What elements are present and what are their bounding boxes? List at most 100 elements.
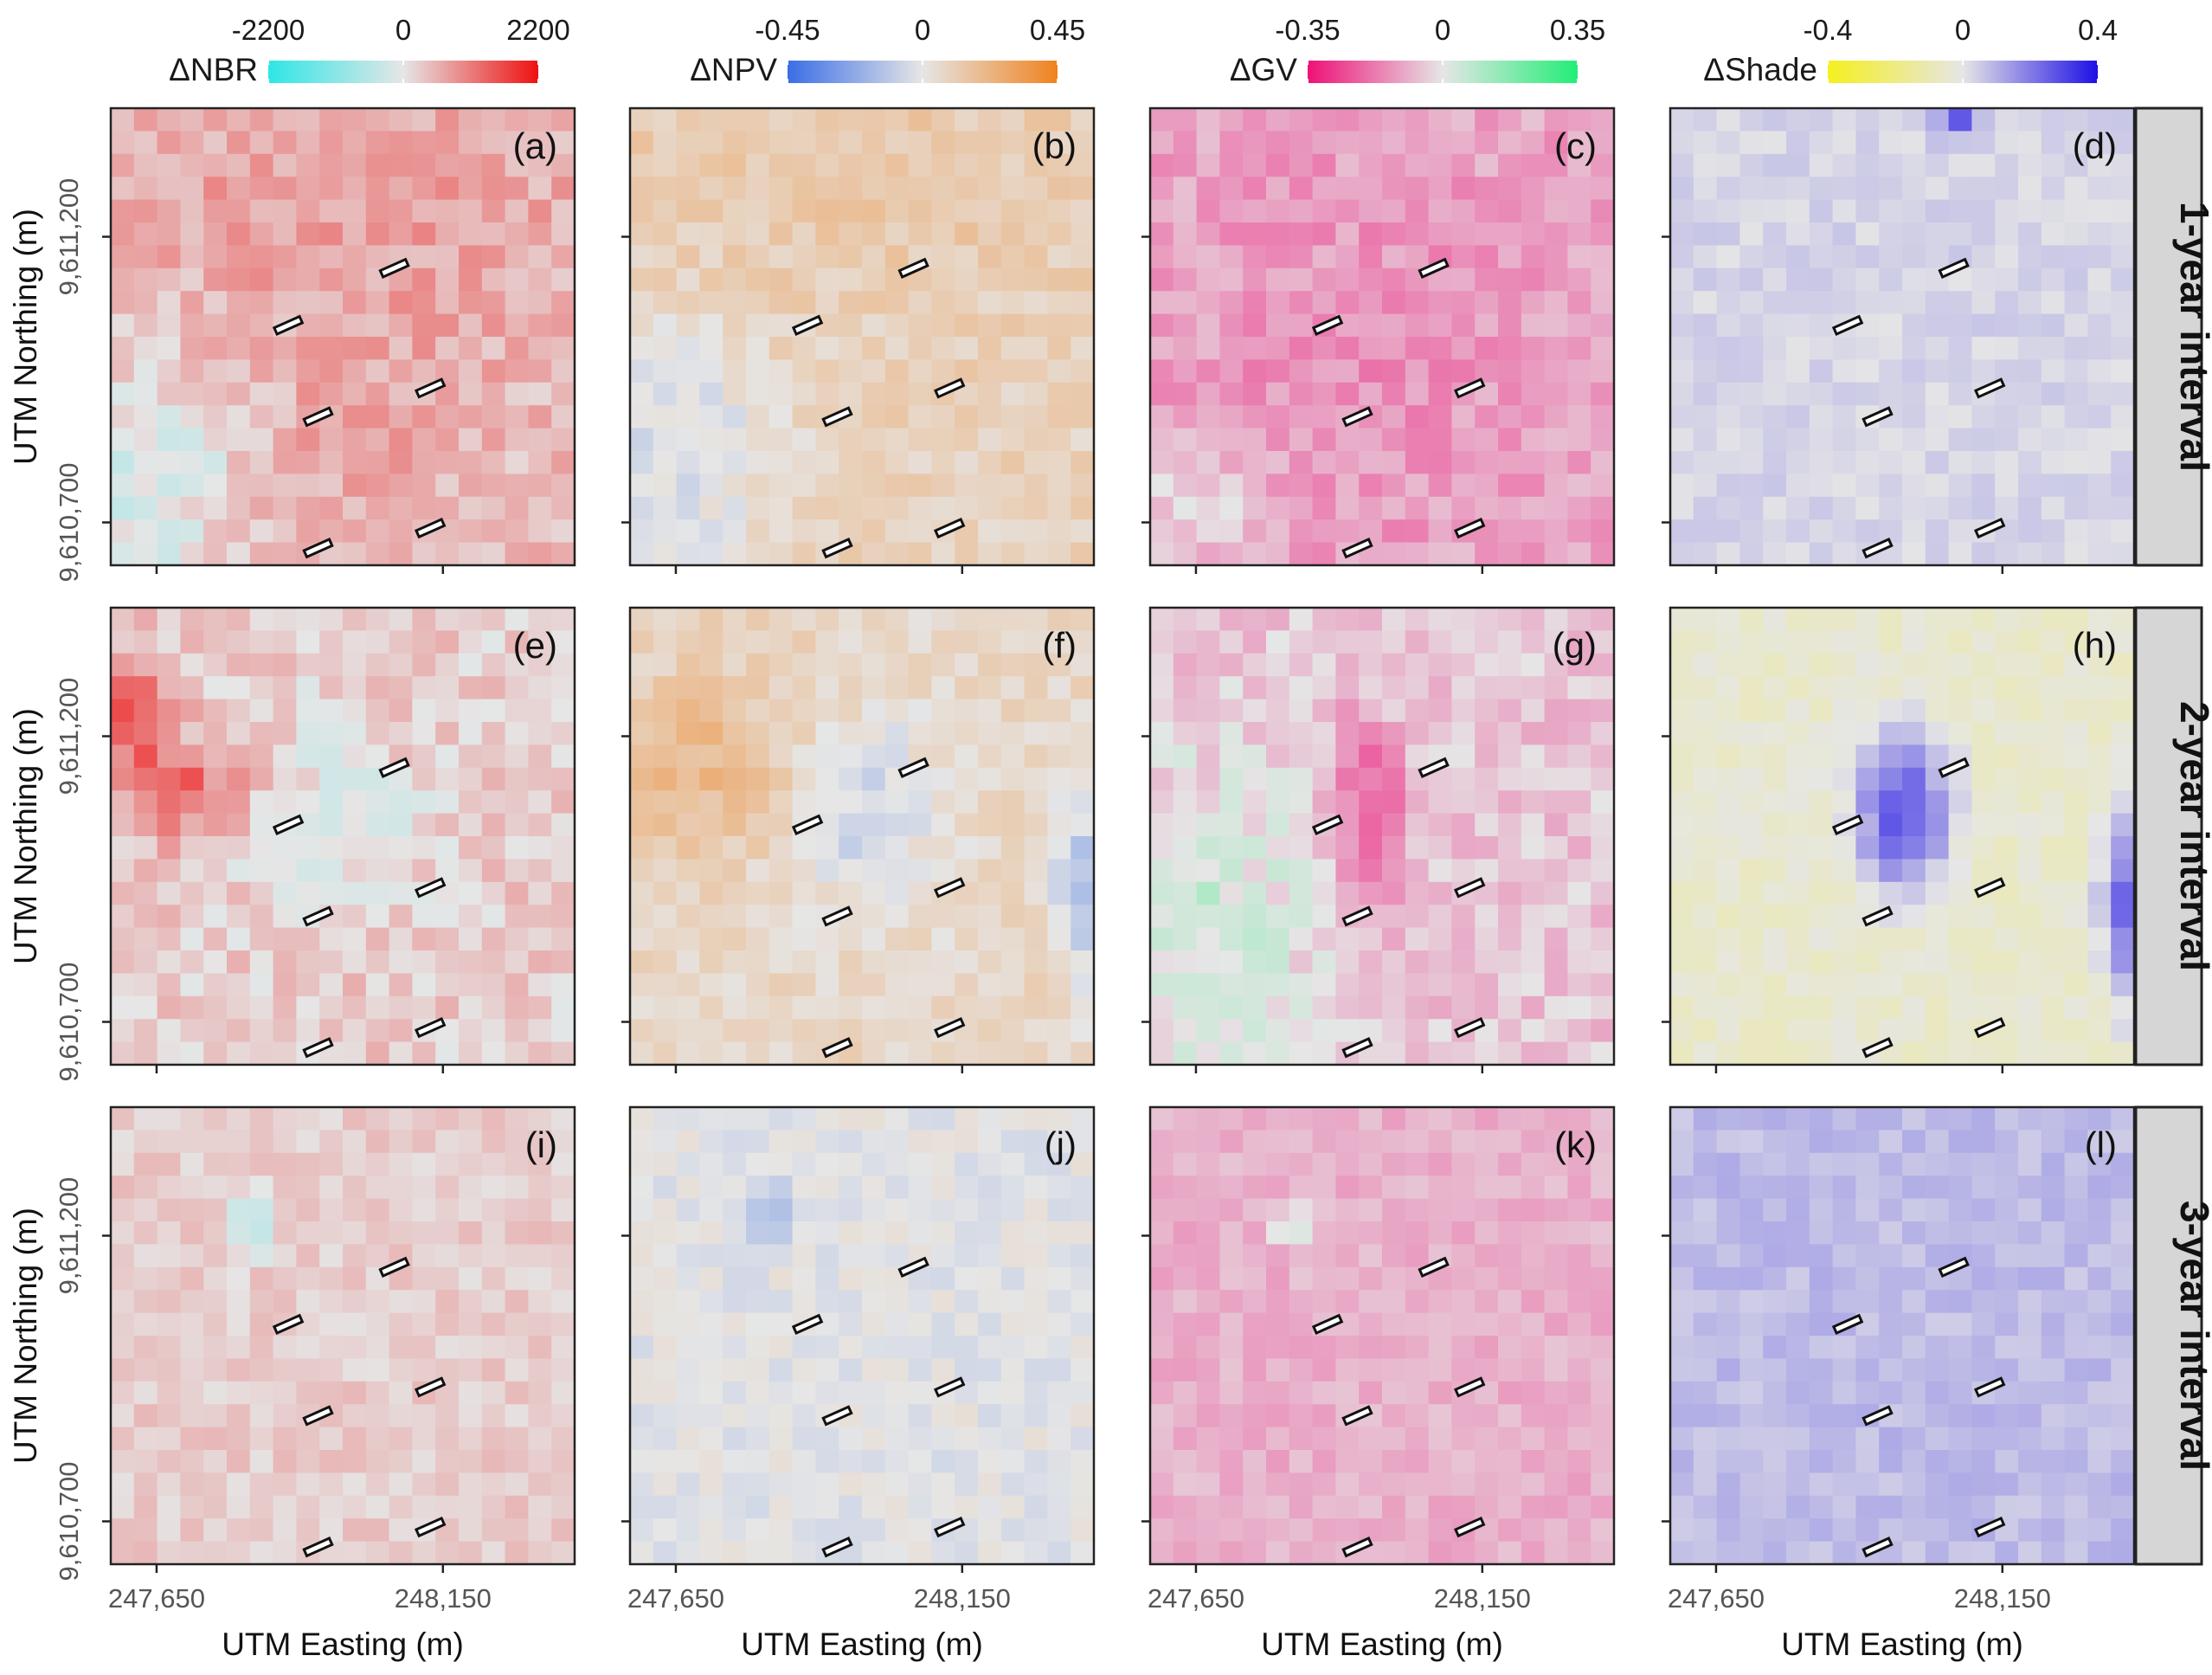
heatmap-cell <box>1902 790 1926 815</box>
heatmap-cell <box>653 405 678 429</box>
heatmap-cell <box>699 905 723 929</box>
heatmap-cell <box>296 630 320 654</box>
heatmap-cell <box>1521 496 1546 520</box>
heatmap-cell <box>459 291 483 315</box>
heatmap-cell <box>792 881 816 905</box>
heatmap-cell <box>203 927 228 951</box>
heatmap-cell <box>2111 222 2135 246</box>
heatmap-cell <box>1832 1221 1856 1245</box>
heatmap-cell <box>1475 199 1499 223</box>
heatmap-cell <box>203 496 228 520</box>
heatmap-cell <box>365 1244 390 1268</box>
heatmap-cell <box>1243 973 1267 997</box>
heatmap-cell <box>249 1358 274 1382</box>
heatmap-cell <box>1498 1290 1522 1314</box>
heatmap-cell <box>528 1381 552 1405</box>
heatmap-cell <box>1335 177 1360 201</box>
heatmap-cell <box>1855 199 1880 223</box>
heatmap-cell <box>319 653 344 677</box>
heatmap-cell <box>2041 1312 2066 1337</box>
heatmap-cell <box>653 199 678 223</box>
heatmap-cell <box>1879 1312 1903 1337</box>
heatmap-cell <box>2111 1041 2135 1066</box>
plot-marker <box>821 1536 853 1558</box>
heatmap-cell <box>1475 1336 1499 1359</box>
heatmap-cell <box>1567 1152 1591 1176</box>
heatmap-cell <box>1763 108 1787 132</box>
heatmap-cell <box>2018 790 2042 815</box>
heatmap-cell <box>630 153 654 177</box>
heatmap-cell <box>1809 1290 1834 1314</box>
heatmap-cell <box>505 1518 529 1543</box>
heatmap-cell <box>1995 1221 2019 1245</box>
heatmap-cell <box>1173 382 1198 406</box>
heatmap-cell <box>862 1450 886 1473</box>
heatmap-cell <box>1544 222 1568 246</box>
heatmap-cell <box>1763 519 1787 544</box>
heatmap-cell <box>1902 995 1926 1020</box>
heatmap-cell <box>227 1130 251 1154</box>
heatmap-cell <box>1405 542 1430 566</box>
heatmap-cell <box>505 496 529 520</box>
heatmap-cell <box>249 291 274 315</box>
heatmap-cell <box>1948 1381 1972 1405</box>
heatmap-cell <box>676 1450 700 1473</box>
heatmap-cell <box>908 1336 932 1359</box>
heatmap-cell <box>978 1427 1002 1451</box>
heatmap-cell <box>908 542 932 566</box>
heatmap-cell <box>2018 519 2042 544</box>
heatmap-cell <box>133 859 158 883</box>
heatmap-cell <box>249 995 274 1020</box>
heatmap-cell <box>1521 676 1546 700</box>
heatmap-cell <box>2041 1336 2066 1359</box>
heatmap-cell <box>1591 382 1615 406</box>
heatmap-cell <box>1521 859 1546 883</box>
heatmap-cell <box>1266 199 1290 223</box>
heatmap-cell <box>955 131 979 155</box>
heatmap-cell <box>955 199 979 223</box>
heatmap-cell <box>2111 177 2135 201</box>
heatmap-cell <box>1544 1198 1568 1222</box>
heatmap-cell <box>676 1518 700 1543</box>
heatmap-cell <box>2018 881 2042 905</box>
heatmap-cell <box>768 1130 794 1154</box>
heatmap-cell <box>2041 836 2066 860</box>
heatmap-cell <box>389 428 413 452</box>
heatmap-cell <box>1693 1336 1718 1359</box>
heatmap-cell <box>1382 1019 1406 1043</box>
heatmap-cell <box>1879 108 1903 132</box>
heatmap-cell <box>884 950 910 974</box>
heatmap-cell <box>528 905 552 929</box>
heatmap-cell <box>481 1336 506 1359</box>
heatmap-cell <box>1071 1198 1095 1222</box>
heatmap-cell <box>908 1198 932 1222</box>
heatmap-cell <box>884 744 910 769</box>
heatmap-cell <box>319 337 344 360</box>
heatmap-cell <box>1196 1130 1220 1154</box>
heatmap-cell <box>1196 1107 1220 1131</box>
heatmap-cell <box>630 1019 654 1043</box>
heatmap-cell <box>249 1198 274 1222</box>
heatmap-cell <box>1047 1198 1071 1222</box>
heatmap-cell <box>1024 676 1048 700</box>
heatmap-cell <box>1243 905 1267 929</box>
heatmap-cell <box>343 1244 367 1268</box>
heatmap-cell <box>1995 1450 2019 1473</box>
heatmap-cell <box>1971 153 1996 177</box>
heatmap-cell <box>1591 1244 1615 1268</box>
heatmap-cell <box>1173 927 1198 951</box>
heatmap-cell <box>1243 337 1267 360</box>
heatmap-cell <box>1289 267 1314 292</box>
heatmap-cell <box>676 245 700 269</box>
heatmap-cell <box>931 995 955 1020</box>
heatmap-cell <box>343 767 367 791</box>
heatmap-cell <box>180 474 204 498</box>
heatmap-cell <box>1289 1152 1314 1176</box>
heatmap-cell <box>389 836 413 860</box>
heatmap-cell <box>746 1472 770 1497</box>
heatmap-cell <box>1024 1495 1048 1519</box>
heatmap-cell <box>839 995 863 1020</box>
heatmap-cell <box>839 1221 863 1245</box>
heatmap-cell <box>1219 1518 1244 1543</box>
heatmap-cell <box>319 927 344 951</box>
